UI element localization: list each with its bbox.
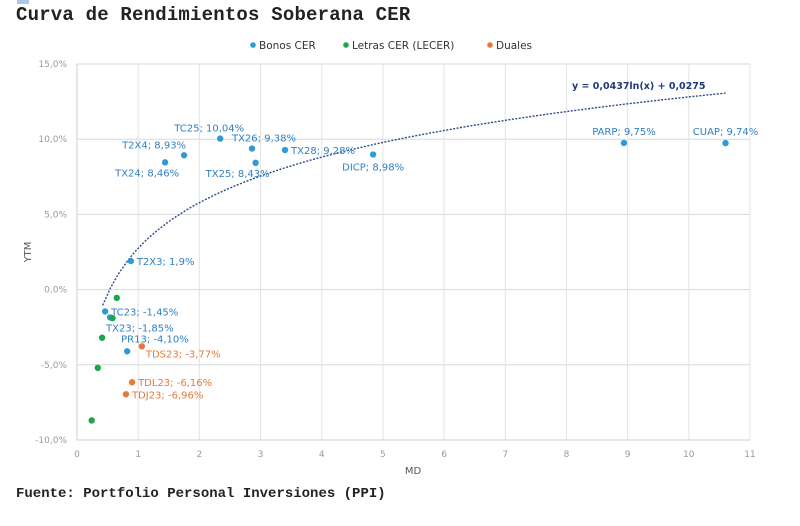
data-point [127,257,135,265]
legend-item: Letras CER (LECER) [343,40,454,52]
data-label: TDL23; -6,16% [137,378,212,389]
trendline [102,92,726,306]
data-point [180,152,188,159]
x-tick-label: 3 [258,450,264,460]
data-point [252,159,259,167]
data-point [281,146,289,154]
source-note: Fuente: Portfolio Personal Inversiones (… [16,486,386,502]
data-point [113,294,120,302]
x-tick-label: 0 [74,450,80,460]
data-point [722,139,729,147]
data-label: TX26; 9,38% [231,134,296,145]
data-label: CUAP; 9,74% [693,127,759,138]
data-label: DICP; 8,98% [342,163,404,174]
x-tick-label: 7 [502,450,508,460]
data-label: TX24; 8,46% [114,168,179,179]
x-tick-label: 11 [744,450,755,460]
legend-marker [250,42,256,48]
data-label: TDJ23; -6,96% [131,390,203,401]
y-tick-label: 15,0% [38,60,67,70]
data-point [88,417,95,424]
legend-item: Bonos CER [250,40,316,52]
data-point [620,139,628,147]
data-point [109,314,116,322]
x-tick-label: 1 [135,450,141,460]
data-points [88,135,729,424]
data-label: TDS23; -3,77% [145,349,221,360]
data-point [101,308,109,315]
y-tick-label: -10,0% [35,436,67,446]
y-tick-label: 10,0% [38,135,67,145]
legend-label: Letras CER (LECER) [352,40,454,52]
data-label: TX23; -1,85% [105,323,174,334]
x-tick-label: 5 [380,450,386,460]
data-label: PARP; 9,75% [592,127,656,138]
data-point [122,391,130,398]
y-tick-label: -5,0% [41,361,68,371]
legend-marker [343,42,349,48]
page-title: Curva de Rendimientos Soberana CER [16,4,411,26]
x-tick-label: 2 [196,450,202,460]
y-tick-label: 5,0% [44,210,67,220]
x-tick-label: 6 [441,450,447,460]
y-tick-label: 0,0% [44,286,67,296]
legend-label: Bonos CER [259,40,316,52]
data-point [138,343,146,350]
data-label: TC23; -1,45% [110,307,178,318]
x-axis-ticks: 0 1 2 3 4 5 6 7 8 9 10 11 [74,450,756,460]
legend: Bonos CER Letras CER (LECER) Duales [250,40,532,52]
data-label: PR13; -4,10% [121,334,189,345]
data-label: TX25; 8,43% [205,169,270,180]
legend-label: Duales [496,40,532,52]
trendline-equation: y = 0,0437ln(x) + 0,0275 [572,81,706,92]
x-tick-label: 4 [319,450,325,460]
data-point [216,135,224,142]
legend-marker [487,42,493,48]
data-point [161,159,169,166]
data-label: T2X4; 8,93% [121,140,186,151]
data-label: TC25; 10,04% [173,124,244,135]
data-point [128,379,136,386]
grid-lines [76,63,751,441]
data-label: T2X3; 1,9% [136,257,195,268]
data-point [94,364,102,372]
x-axis-label: MD [405,466,422,477]
top-marker [17,0,29,4]
data-labels: TX24; 8,46% T2X4; 8,93% TC25; 10,04%TX26; … [105,124,758,402]
x-tick-label: 8 [564,450,570,460]
data-point [123,348,131,355]
x-tick-label: 9 [625,450,631,460]
data-point [369,151,377,158]
data-point [248,145,256,152]
legend-item: Duales [487,40,532,52]
data-point [98,334,106,341]
x-tick-label: 10 [683,450,695,460]
y-axis-ticks: 15,0% 10,0% 5,0% 0,0% -5,0% -10,0% [35,60,67,446]
data-label: TX28; 9,28% [290,146,355,157]
y-axis-label: YTM [23,242,34,264]
trendline-path [102,92,726,306]
